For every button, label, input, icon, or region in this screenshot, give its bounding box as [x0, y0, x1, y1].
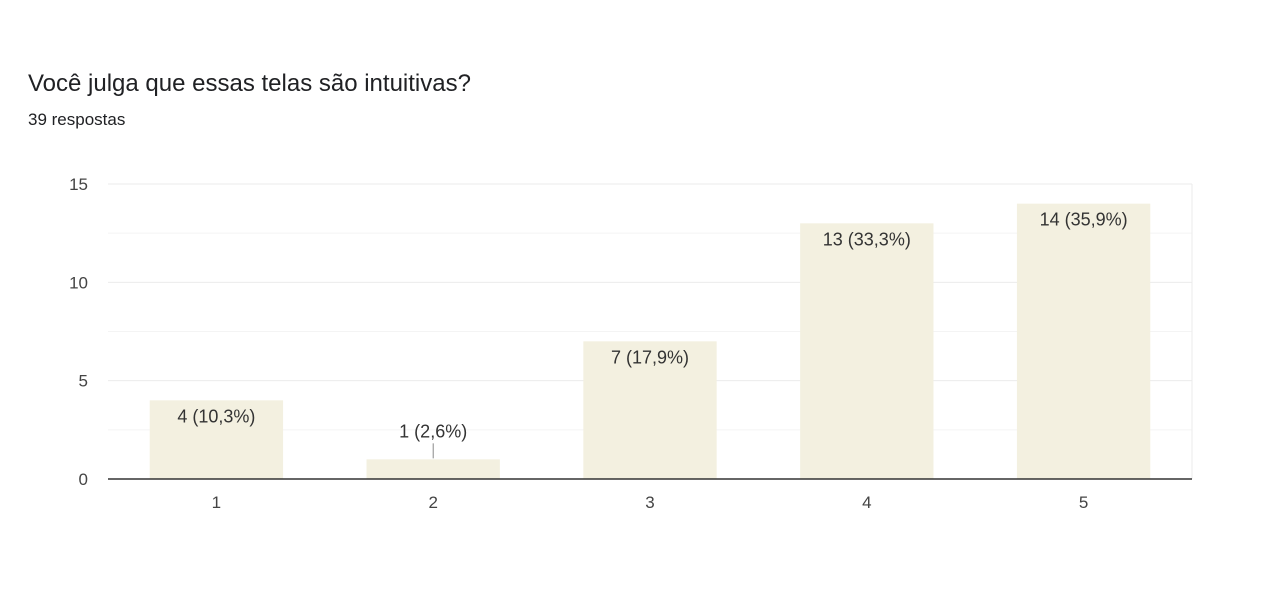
data-label: 13 (33,3%) — [823, 229, 911, 249]
x-tick-label: 1 — [212, 493, 221, 512]
x-tick-label: 2 — [428, 493, 437, 512]
bar — [583, 341, 717, 479]
data-label: 4 (10,3%) — [177, 406, 255, 426]
x-tick-label: 4 — [862, 493, 871, 512]
y-tick-label: 15 — [69, 175, 88, 194]
bar — [1016, 203, 1151, 479]
data-label: 7 (17,9%) — [611, 347, 689, 367]
bar — [800, 223, 934, 479]
data-label: 14 (35,9%) — [1040, 210, 1128, 230]
response-count: 39 respostas — [28, 110, 126, 129]
data-label: 1 (2,6%) — [399, 421, 467, 441]
x-tick-label: 3 — [645, 493, 654, 512]
bar — [366, 459, 500, 479]
bar — [149, 400, 284, 479]
y-tick-label: 0 — [79, 470, 88, 489]
y-tick-label: 10 — [69, 273, 88, 292]
question-title: Você julga que essas telas são intuitiva… — [28, 70, 471, 97]
y-tick-label: 5 — [79, 372, 88, 391]
x-tick-label: 5 — [1079, 493, 1088, 512]
